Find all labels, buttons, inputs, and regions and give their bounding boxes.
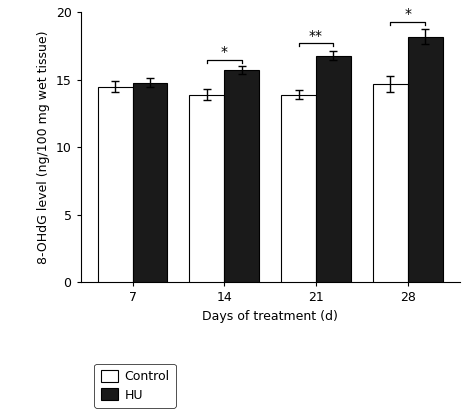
Bar (190, 95, 224, 282)
Text: *: * (221, 45, 228, 59)
Bar (373, 84, 408, 282)
Bar (281, 95, 316, 282)
Bar (133, 83, 167, 282)
Text: *: * (404, 7, 411, 21)
Bar (408, 37, 443, 282)
Legend: Control, HU: Control, HU (94, 364, 176, 408)
Bar (98, 87, 133, 282)
Text: **: ** (309, 29, 323, 43)
X-axis label: Days of treatment (d): Days of treatment (d) (202, 310, 338, 323)
Bar (224, 71, 259, 282)
Bar (316, 56, 351, 282)
Y-axis label: 8-OHdG level (ng/100 mg wet tissue): 8-OHdG level (ng/100 mg wet tissue) (37, 31, 50, 264)
